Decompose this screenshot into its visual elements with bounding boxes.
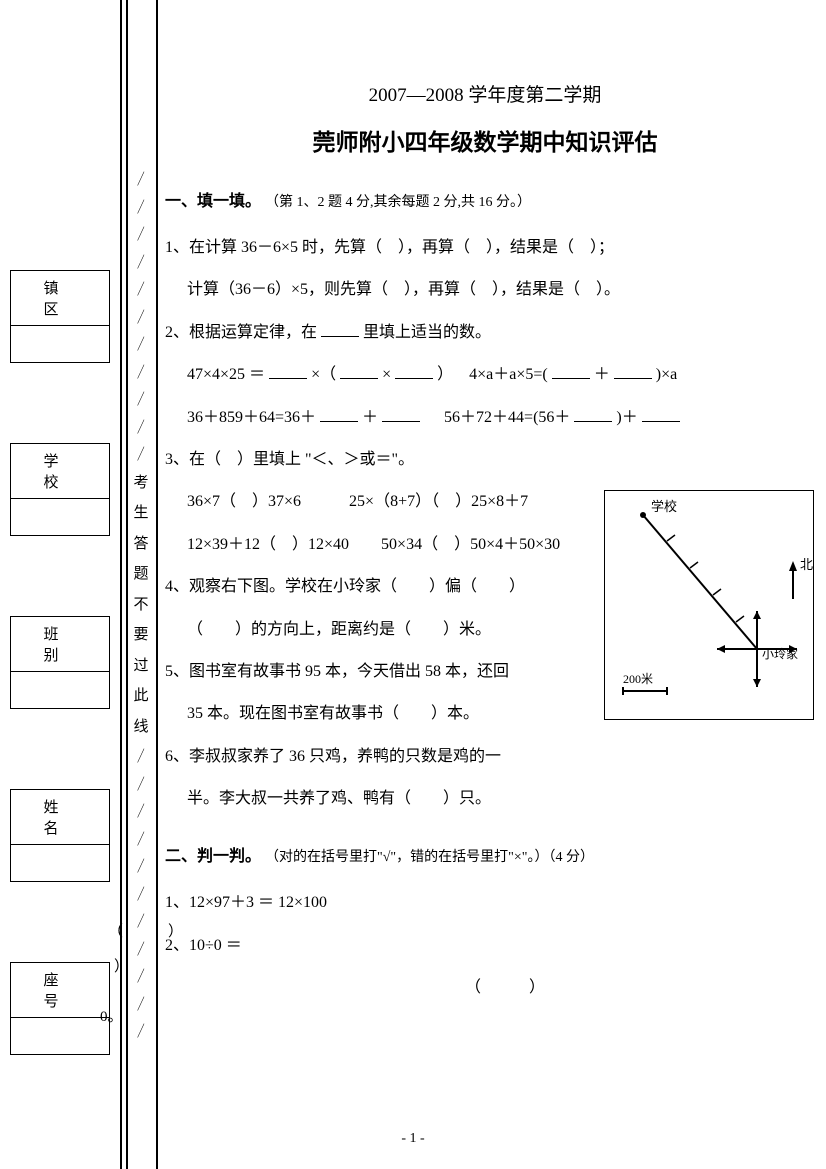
seal-line-boxes: 镇 区 学 校 班 别 姓 名 座 号 bbox=[10, 270, 110, 1135]
vchar: 答 bbox=[133, 537, 148, 552]
label-box-banbie: 班 别 bbox=[10, 616, 110, 709]
section1-header: 一、填一填。 （第 1、2 题 4 分,其余每题 2 分,共 16 分。） bbox=[165, 187, 805, 211]
section2-title: 二、判一判。 bbox=[165, 848, 261, 865]
direction-svg: 学校 小玲家 北 200米 bbox=[605, 491, 815, 721]
label-text: 学 校 bbox=[11, 444, 109, 499]
label-text: 班 别 bbox=[11, 617, 109, 672]
fig-label-home: 小玲家 bbox=[762, 646, 798, 661]
blank bbox=[321, 319, 359, 337]
header-term: 2007—2008 学年度第二学期 bbox=[165, 80, 805, 107]
q3-line1: 3、在（ ）里填上 "＜、＞或＝"。 bbox=[165, 441, 805, 479]
q2b-2: ×（ bbox=[311, 366, 336, 383]
q2-line2: 47×4×25 ＝ ×（ × ） 4×a＋a×5=( ＋ )×a bbox=[165, 356, 805, 394]
blank bbox=[614, 362, 652, 380]
label-blank bbox=[11, 326, 109, 362]
blank bbox=[574, 404, 612, 422]
section2-header: 二、判一判。 （对的在括号里打"√"，错的在括号里打"×"。）（4 分） bbox=[165, 842, 805, 866]
label-box-xingming: 姓 名 bbox=[10, 789, 110, 882]
q2c-2: ＋ bbox=[362, 409, 378, 426]
label-text: 姓 名 bbox=[11, 790, 109, 845]
vchar: 不 bbox=[133, 598, 148, 613]
blank bbox=[642, 404, 680, 422]
blank bbox=[382, 404, 420, 422]
q2c-3: 56＋72＋44=(56＋ bbox=[444, 409, 570, 426]
section1-sub: （第 1、2 题 4 分,其余每题 2 分,共 16 分。） bbox=[265, 195, 531, 210]
label-blank bbox=[11, 1018, 109, 1054]
blank bbox=[320, 404, 358, 422]
q5-line1: 5、图书室有故事书 95 本，今天借出 58 本，还回 bbox=[165, 653, 565, 691]
q1-line2: 计算（36－6）×5，则先算（ ），再算（ ），结果是（ ）。 bbox=[165, 271, 805, 309]
q2-line1: 2、根据运算定律，在 里填上适当的数。 bbox=[165, 314, 805, 352]
stray-zero: 0。 bbox=[100, 1005, 123, 1026]
vertical-rule-1 bbox=[120, 0, 122, 1169]
fig-label-north: 北 bbox=[800, 557, 813, 572]
s2q2: 2、10÷0 ＝ bbox=[165, 927, 805, 965]
vchar: 题 bbox=[133, 567, 148, 582]
vchar: 考 bbox=[133, 476, 148, 491]
vchar: 线 bbox=[133, 720, 148, 735]
label-text: 镇 区 bbox=[11, 271, 109, 326]
label-blank bbox=[11, 499, 109, 535]
q4-line2: （ ）的方向上，距离约是（ ）米。 bbox=[165, 611, 565, 649]
q2b-4: ） bbox=[437, 366, 453, 383]
vertical-rule-3 bbox=[156, 0, 158, 1169]
q2b-1: 47×4×25 ＝ bbox=[187, 366, 265, 383]
q2-text-a2: 里填上适当的数。 bbox=[363, 324, 491, 341]
vchar: 此 bbox=[133, 689, 148, 704]
q2b-5: 4×a＋a×5=( bbox=[469, 366, 548, 383]
q2c-1: 36＋859＋64=36＋ bbox=[187, 409, 316, 426]
section1-title: 一、填一填。 bbox=[165, 193, 261, 210]
fig-label-school: 学校 bbox=[651, 499, 677, 514]
blank bbox=[552, 362, 590, 380]
q5-line2: 35 本。现在图书室有故事书（ ）本。 bbox=[165, 695, 565, 733]
header-title: 莞师附小四年级数学期中知识评估 bbox=[165, 123, 805, 157]
q4-line1: 4、观察右下图。学校在小玲家（ ）偏（ ） bbox=[165, 568, 565, 606]
q2-line3: 36＋859＋64=36＋ ＋ 56＋72＋44=(56＋ )＋ bbox=[165, 399, 805, 437]
label-box-zuohao: 座 号 bbox=[10, 962, 110, 1055]
label-blank bbox=[11, 672, 109, 708]
q2b-7: )×a bbox=[656, 366, 677, 383]
q6-line1: 6、李叔叔家养了 36 只鸡，养鸭的只数是鸡的一 bbox=[165, 738, 565, 776]
vchar: 过 bbox=[133, 659, 148, 674]
label-text: 座 号 bbox=[11, 963, 109, 1018]
vchar: 生 bbox=[133, 506, 148, 521]
q1-line1: 1、在计算 36－6×5 时，先算（ ），再算（ ），结果是（ ）； bbox=[165, 229, 805, 267]
label-blank bbox=[11, 845, 109, 881]
section2-sub: （对的在括号里打"√"，错的在括号里打"×"。）（4 分） bbox=[265, 850, 594, 865]
vchar: 要 bbox=[133, 628, 148, 643]
blank bbox=[395, 362, 433, 380]
blank bbox=[269, 362, 307, 380]
paren: （ ） bbox=[465, 969, 545, 1007]
blank bbox=[340, 362, 378, 380]
q2c-4: )＋ bbox=[616, 409, 637, 426]
q6-line2: 半。李大叔一共养了鸡、鸭有（ ）只。 bbox=[165, 780, 565, 818]
s2q1: 1、12×97＋3 ＝ 12×100 bbox=[165, 884, 805, 922]
label-box-zhenqu: 镇 区 bbox=[10, 270, 110, 363]
q2-text-a: 2、根据运算定律，在 bbox=[165, 324, 317, 341]
page-number: - 1 - bbox=[0, 1131, 826, 1147]
seal-line-vertical-text: ／／／ ／／／ ／／／ ／／ 考 生 答 题 不 要 过 此 线 ／／／ ／／／… bbox=[128, 170, 154, 1040]
q2b-6: ＋ bbox=[594, 366, 610, 383]
direction-figure: 学校 小玲家 北 200米 bbox=[604, 490, 814, 720]
q2b-3: × bbox=[382, 366, 391, 383]
fig-label-scale: 200米 bbox=[623, 672, 653, 686]
label-box-xuexiao: 学 校 bbox=[10, 443, 110, 536]
